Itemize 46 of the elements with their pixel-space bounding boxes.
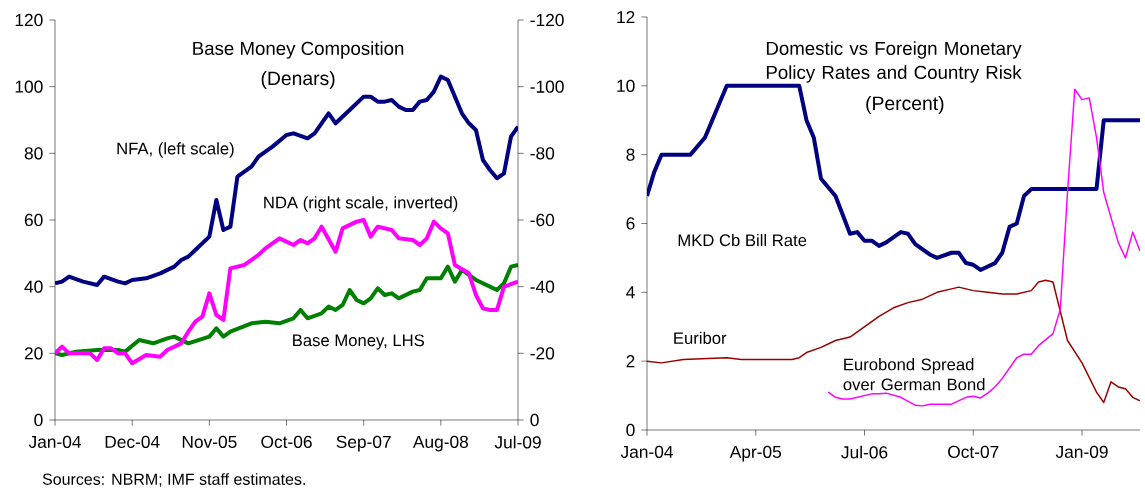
x-tick-label: Apr-05 bbox=[729, 445, 782, 462]
x-tick-label: Jan-04 bbox=[28, 435, 81, 448]
series-label: Eurobond Spread over German Bond bbox=[843, 358, 985, 391]
y2-tick-label: -100 bbox=[530, 80, 564, 93]
y-tick-label: 8 bbox=[626, 148, 635, 161]
y-tick-label: 20 bbox=[24, 347, 43, 360]
x-tick-label: Jan-09 bbox=[1055, 445, 1108, 458]
y-tick-label: 4 bbox=[626, 286, 635, 299]
x-tick-label: Nov-05 bbox=[182, 435, 237, 448]
x-tick-label: Sep-07 bbox=[336, 435, 391, 452]
x-tick-label: Oct-06 bbox=[261, 435, 312, 448]
y-tick-label: 6 bbox=[626, 217, 635, 230]
y2-tick-label: -20 bbox=[530, 347, 555, 360]
y-tick-label: 60 bbox=[24, 213, 43, 227]
x-tick-label: Jul-06 bbox=[841, 445, 888, 459]
y-tick-label: 40 bbox=[24, 280, 43, 293]
y-tick-label: 100 bbox=[15, 80, 43, 93]
line-series bbox=[55, 262, 519, 357]
y2-tick-label: -120 bbox=[530, 13, 564, 27]
x-tick-label: Aug-08 bbox=[412, 435, 469, 452]
x-tick-label: Jan-04 bbox=[620, 445, 673, 458]
text: MKD Cb Bill Rate bbox=[678, 233, 807, 247]
y-tick-label: 12 bbox=[617, 10, 635, 24]
series-label: NDA (right scale, inverted) bbox=[264, 196, 458, 212]
source-note: Sources: NBRM; IMF staff estimates. bbox=[42, 473, 305, 487]
y-tick-label: 2 bbox=[626, 355, 635, 368]
text: Base Money Composition bbox=[193, 41, 404, 59]
y-tick-label: 80 bbox=[24, 147, 43, 160]
text: Domestic vs Foreign Monetary Policy Rates and Country Risk bbox=[766, 41, 1022, 83]
series-label: Euribor bbox=[674, 331, 727, 345]
text: (Denars) bbox=[261, 70, 335, 90]
x-tick-label: Oct-07 bbox=[948, 445, 999, 458]
y2-tick-label: -80 bbox=[530, 147, 555, 160]
y-tick-label: 120 bbox=[15, 13, 43, 27]
y-tick-label: 0 bbox=[626, 423, 635, 437]
series-label: Base Money, LHS bbox=[293, 334, 425, 350]
y2-tick-label: -60 bbox=[530, 213, 555, 227]
y-tick-label: 0 bbox=[34, 413, 43, 427]
y2-tick-label: -40 bbox=[530, 280, 555, 293]
line-series bbox=[55, 217, 519, 366]
x-tick-label: Dec-04 bbox=[105, 435, 160, 448]
y-tick-label: 10 bbox=[617, 79, 635, 92]
series-label: NFA, (left scale) bbox=[117, 142, 234, 158]
text: (Percent) bbox=[866, 95, 944, 114]
x-tick-label: Jul-09 bbox=[494, 435, 541, 449]
y2-tick-label: 0 bbox=[530, 413, 539, 427]
